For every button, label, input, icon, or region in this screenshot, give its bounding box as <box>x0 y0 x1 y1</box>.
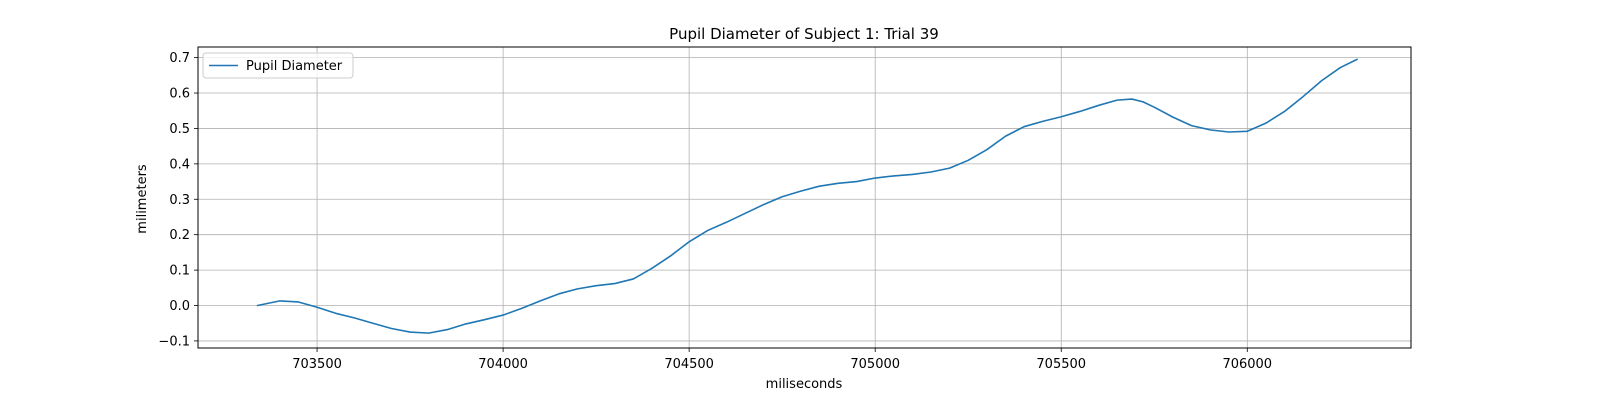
y-axis-title: milimeters <box>135 164 150 234</box>
x-tick-label: 704500 <box>664 357 714 372</box>
y-tick-label: 0.6 <box>169 87 190 102</box>
y-tick-label: 0.4 <box>169 157 190 172</box>
y-tick-label: 0.1 <box>169 264 190 279</box>
legend: Pupil Diameter <box>202 52 354 79</box>
y-tick-label: 0.0 <box>169 299 190 314</box>
plot-frame <box>197 46 1412 349</box>
x-tick-label: 703500 <box>292 357 342 372</box>
x-tick-label: 704000 <box>478 357 528 372</box>
legend-box <box>202 52 354 79</box>
series-line-pupil-diameter <box>256 58 1358 334</box>
legend-label: Pupil Diameter <box>246 59 343 74</box>
y-tick-label: 0.3 <box>169 193 190 208</box>
x-tick-label: 706000 <box>1222 357 1272 372</box>
x-axis-title: miliseconds <box>766 377 843 392</box>
x-tick-label: 705500 <box>1036 357 1086 372</box>
grid-layer <box>198 47 1411 348</box>
y-tick-label: 0.7 <box>169 51 190 66</box>
tick-layer: 703500 704000 704500 705000 705500 706000 −0.1… <box>158 51 1272 372</box>
chart-title: Pupil Diameter of Subject 1: Trial 39 <box>669 25 939 43</box>
y-tick-label: 0.5 <box>169 122 190 137</box>
y-tick-label: −0.1 <box>158 334 190 349</box>
x-tick-label: 705000 <box>850 357 900 372</box>
y-tick-label: 0.2 <box>169 228 190 243</box>
series-layer <box>256 58 1358 334</box>
